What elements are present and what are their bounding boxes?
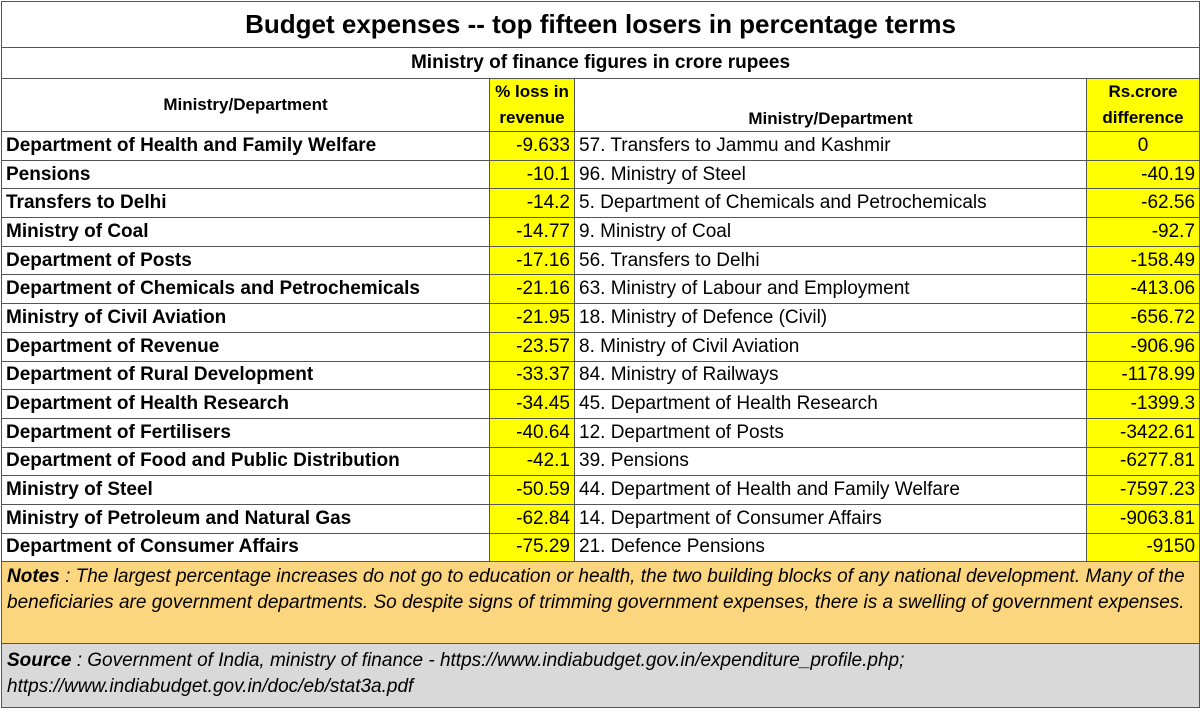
table-row: Department of Fertilisers -40.64 12. Depar… — [1, 417, 1200, 448]
row-crore-difference: -656.72 — [1085, 303, 1200, 333]
row-pct-loss: -9.633 — [489, 131, 575, 161]
row-ranked-ministry-name: 63. Ministry of Labour and Employment — [574, 274, 1087, 305]
row-ranked-ministry-name: 96. Ministry of Steel — [574, 159, 1087, 190]
row-ranked-ministry-name: 5. Department of Chemicals and Petrochem… — [574, 188, 1087, 219]
header-pct-loss: % loss in revenue — [489, 78, 575, 132]
row-pct-loss: -17.16 — [489, 245, 575, 276]
row-ranked-ministry-name: 84. Ministry of Railways — [574, 360, 1087, 391]
row-crore-difference: -6277.81 — [1085, 446, 1200, 477]
row-ministry-name: Transfers to Delhi — [1, 188, 490, 219]
row-pct-loss: -50.59 — [489, 475, 575, 505]
row-pct-loss: -14.2 — [489, 188, 575, 219]
table-row: Ministry of Coal -14.77 9. Ministry of Coa… — [1, 217, 1200, 247]
row-pct-loss: -34.45 — [489, 389, 575, 419]
row-ministry-name: Ministry of Coal — [1, 217, 490, 247]
row-ranked-ministry-name: 44. Department of Health and Family Welf… — [574, 475, 1087, 505]
row-pct-loss: -21.95 — [489, 303, 575, 333]
row-ministry-name: Ministry of Steel — [1, 475, 490, 505]
row-ranked-ministry-name: 56. Transfers to Delhi — [574, 245, 1087, 276]
row-ministry-name: Department of Posts — [1, 245, 490, 276]
table-row: Department of Health Research -34.45 45. D… — [1, 389, 1200, 419]
row-crore-difference: -413.06 — [1085, 274, 1200, 305]
row-pct-loss: -42.1 — [489, 446, 575, 477]
header-crore-difference: Rs.crore difference — [1085, 78, 1200, 132]
table-row: Department of Consumer Affairs -75.29 21. … — [1, 532, 1200, 563]
row-pct-loss: -75.29 — [489, 532, 575, 563]
row-crore-difference: -40.19 — [1085, 159, 1200, 190]
source-label: Source — [7, 650, 72, 672]
row-ministry-name: Department of Chemicals and Petrochemica… — [1, 274, 490, 305]
header-ministry-department-ranked: Ministry/Department — [574, 78, 1087, 132]
table-title: Budget expenses -- top fifteen losers in… — [0, 1, 1200, 48]
table-row: Department of Revenue -23.57 8. Ministry o… — [1, 331, 1200, 362]
row-pct-loss: -40.64 — [489, 417, 575, 448]
table-row: Department of Health and Family Welfare -… — [1, 131, 1200, 161]
row-crore-difference: 0 — [1085, 131, 1200, 161]
row-ministry-name: Department of Food and Public Distributi… — [1, 446, 490, 477]
row-pct-loss: -62.84 — [489, 503, 575, 534]
row-crore-difference: -7597.23 — [1085, 475, 1200, 505]
table-row: Ministry of Civil Aviation -21.95 18. Mini… — [1, 303, 1200, 333]
header-ministry-department: Ministry/Department — [1, 78, 490, 132]
source-text: : Government of India, ministry of finan… — [7, 650, 905, 698]
row-crore-difference: -3422.61 — [1085, 417, 1200, 448]
row-crore-difference: -92.7 — [1085, 217, 1200, 247]
row-pct-loss: -14.77 — [489, 217, 575, 247]
table-subtitle: Ministry of finance figures in crore rup… — [0, 47, 1200, 79]
table-row: Pensions -10.1 96. Ministry of Steel -40.19 — [1, 159, 1200, 190]
source-box: Source : Government of India, ministry o… — [0, 643, 1200, 709]
row-ranked-ministry-name: 8. Ministry of Civil Aviation — [574, 331, 1087, 362]
row-ministry-name: Ministry of Civil Aviation — [1, 303, 490, 333]
table-row: Department of Rural Development -33.37 84.… — [1, 360, 1200, 391]
notes-text: : The largest percentage increases do no… — [7, 566, 1185, 614]
header-crore-difference-line1: Rs.crore — [1108, 82, 1178, 101]
header-pct-loss-line1: % loss in — [495, 82, 569, 101]
row-ranked-ministry-name: 45. Department of Health Research — [574, 389, 1087, 419]
notes-label: Notes — [7, 566, 60, 588]
row-ministry-name: Ministry of Petroleum and Natural Gas — [1, 503, 490, 534]
row-ministry-name: Department of Health Research — [1, 389, 490, 419]
row-ministry-name: Department of Revenue — [1, 331, 490, 362]
row-crore-difference: -158.49 — [1085, 245, 1200, 276]
table-row: Ministry of Steel -50.59 44. Department of… — [1, 475, 1200, 505]
table-row: Ministry of Petroleum and Natural Gas -62… — [1, 503, 1200, 534]
header-crore-difference-line2: difference — [1102, 108, 1184, 127]
row-ministry-name: Department of Consumer Affairs — [1, 532, 490, 563]
table-row: Department of Chemicals and Petrochemica… — [1, 274, 1200, 305]
row-crore-difference: -1399.3 — [1085, 389, 1200, 419]
row-ministry-name: Department of Health and Family Welfare — [1, 131, 490, 161]
row-ranked-ministry-name: 12. Department of Posts — [574, 417, 1087, 448]
row-crore-difference: -1178.99 — [1085, 360, 1200, 391]
row-pct-loss: -10.1 — [489, 159, 575, 190]
row-ministry-name: Pensions — [1, 159, 490, 190]
row-ranked-ministry-name: 18. Ministry of Defence (Civil) — [574, 303, 1087, 333]
row-ranked-ministry-name: 21. Defence Pensions — [574, 532, 1087, 563]
table-row: Department of Food and Public Distributi… — [1, 446, 1200, 477]
header-pct-loss-line2: revenue — [499, 108, 565, 127]
row-crore-difference: -9150 — [1085, 532, 1200, 563]
row-crore-difference: -9063.81 — [1085, 503, 1200, 534]
row-ranked-ministry-name: 39. Pensions — [574, 446, 1087, 477]
row-ranked-ministry-name: 14. Department of Consumer Affairs — [574, 503, 1087, 534]
table-row: Transfers to Delhi -14.2 5. Department of … — [1, 188, 1200, 219]
notes-box: Notes : The largest percentage increases… — [0, 561, 1200, 645]
row-pct-loss: -23.57 — [489, 331, 575, 362]
row-ministry-name: Department of Rural Development — [1, 360, 490, 391]
row-pct-loss: -33.37 — [489, 360, 575, 391]
row-ranked-ministry-name: 9. Ministry of Coal — [574, 217, 1087, 247]
row-ministry-name: Department of Fertilisers — [1, 417, 490, 448]
row-crore-difference: -62.56 — [1085, 188, 1200, 219]
row-crore-difference: -906.96 — [1085, 331, 1200, 362]
row-ranked-ministry-name: 57. Transfers to Jammu and Kashmir — [574, 131, 1087, 161]
row-pct-loss: -21.16 — [489, 274, 575, 305]
table-row: Department of Posts -17.16 56. Transfers t… — [1, 245, 1200, 276]
